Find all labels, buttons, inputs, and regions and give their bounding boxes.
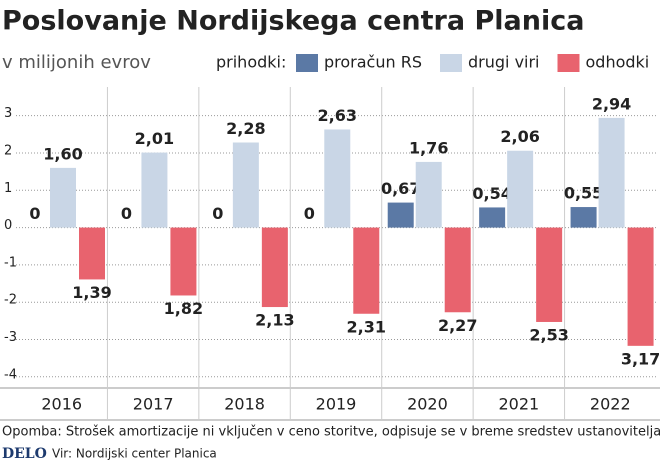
x-tick-label: 2017 xyxy=(133,395,174,414)
bar xyxy=(570,207,597,228)
legend-label: proračun RS xyxy=(324,53,422,72)
value-label: 0 xyxy=(212,204,223,223)
y-tick-label: 2 xyxy=(4,143,12,158)
legend-swatch xyxy=(296,54,318,72)
bar xyxy=(444,227,471,313)
value-label: 1,82 xyxy=(164,299,203,318)
bar xyxy=(627,227,654,346)
legend-label: odhodki xyxy=(586,53,650,72)
bar xyxy=(598,117,625,228)
bar xyxy=(79,227,105,280)
bar xyxy=(536,227,563,322)
value-label: 0,54 xyxy=(472,184,511,203)
x-tick-label: 2020 xyxy=(407,395,448,414)
value-label: 1,60 xyxy=(43,144,82,163)
chart-title: Poslovanje Nordijskega centra Planica xyxy=(2,6,584,37)
y-tick-label: -4 xyxy=(4,367,17,382)
legend-label: drugi viri xyxy=(468,53,540,72)
value-label: 2,31 xyxy=(347,317,386,336)
bar xyxy=(353,227,380,314)
value-label: 2,28 xyxy=(226,119,265,138)
bar xyxy=(50,167,76,228)
y-tick-label: 1 xyxy=(4,181,12,196)
value-label: 0 xyxy=(304,204,315,223)
bar xyxy=(507,150,534,228)
bar xyxy=(261,227,288,308)
value-label: 1,39 xyxy=(72,283,111,302)
value-label: 3,17 xyxy=(621,349,660,368)
legend-title: prihodki: xyxy=(216,53,286,72)
x-tick-label: 2016 xyxy=(41,395,82,414)
y-tick-label: -2 xyxy=(4,293,17,308)
value-label: 2,06 xyxy=(500,127,539,146)
value-label: 0,55 xyxy=(564,184,603,203)
value-label: 2,01 xyxy=(135,129,174,148)
legend-swatch xyxy=(557,54,580,72)
y-tick-label: 3 xyxy=(4,106,12,121)
x-tick-label: 2021 xyxy=(498,395,539,414)
value-label: 2,27 xyxy=(438,316,477,335)
x-tick-label: 2022 xyxy=(590,395,631,414)
value-label: 0 xyxy=(121,204,132,223)
bar xyxy=(232,142,259,228)
bar xyxy=(387,202,414,228)
value-label: 2,63 xyxy=(318,106,357,125)
y-tick-label: -3 xyxy=(4,330,17,345)
y-tick-label: 0 xyxy=(4,218,12,233)
logo: DELO xyxy=(2,446,47,462)
value-label: 1,76 xyxy=(409,138,448,157)
bar xyxy=(415,161,442,228)
bar xyxy=(479,207,506,228)
value-label: 2,13 xyxy=(255,311,294,330)
subtitle: v milijonih evrov xyxy=(2,52,151,73)
value-label: 2,53 xyxy=(529,325,568,344)
value-label: 0 xyxy=(29,204,40,223)
legend-swatch xyxy=(440,54,462,72)
value-label: 0,67 xyxy=(381,179,420,198)
bar xyxy=(141,152,168,228)
value-label: 2,94 xyxy=(592,94,631,113)
x-tick-label: 2018 xyxy=(224,395,265,414)
x-tick-label: 2019 xyxy=(316,395,357,414)
bar xyxy=(324,129,351,228)
bar xyxy=(170,227,197,296)
note: Opomba: Strošek amortizacije ni vključen… xyxy=(2,425,660,440)
source: Vir: Nordijski center Planica xyxy=(52,447,217,461)
y-tick-label: -1 xyxy=(4,255,17,270)
